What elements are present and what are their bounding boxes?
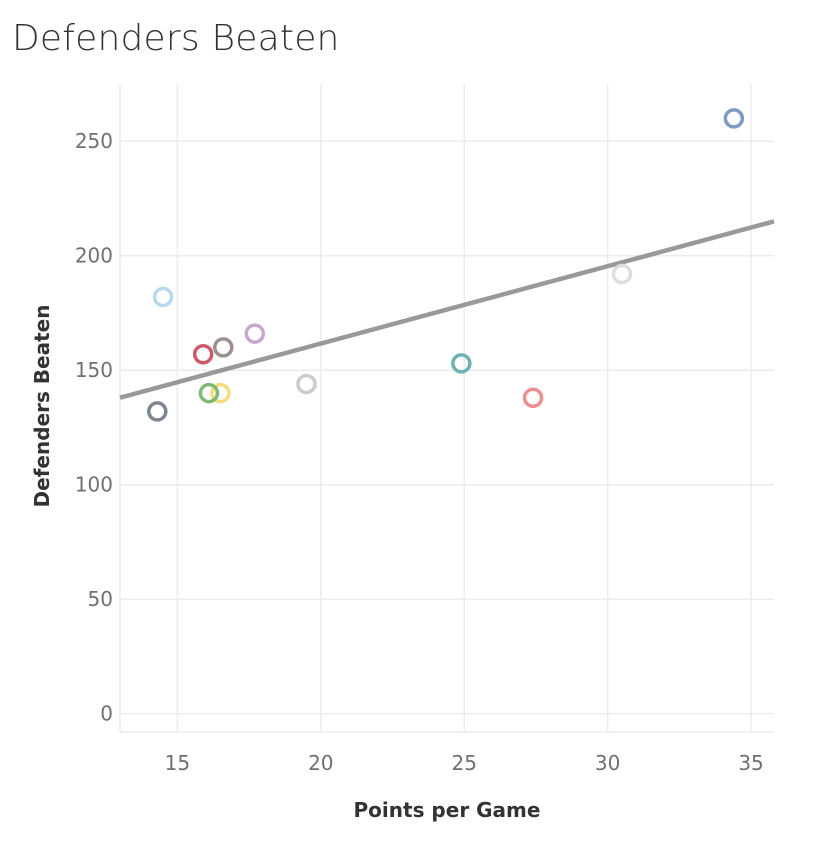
data-point (152, 286, 174, 308)
data-point (611, 263, 633, 285)
chart-title: Defenders Beaten (12, 18, 340, 59)
points-layer (147, 108, 745, 422)
grid-layer (119, 84, 774, 733)
data-point (192, 343, 214, 365)
data-point (244, 323, 266, 344)
x-tick-label: 25 (451, 751, 476, 775)
data-point (213, 337, 234, 358)
data-point (451, 353, 472, 374)
y-tick-label: 0 (100, 702, 113, 726)
y-tick-label: 100 (75, 473, 113, 497)
x-tick-label: 35 (738, 751, 763, 775)
x-tick-label: 20 (308, 751, 333, 775)
y-axis-title: Defenders Beaten (30, 305, 54, 508)
trend-line (119, 219, 775, 400)
x-axis-title: Points per Game (354, 798, 541, 822)
y-axis-ticks: 0 50 100 150 200 250 (75, 129, 113, 725)
data-point (522, 387, 544, 408)
x-tick-label: 15 (165, 751, 190, 775)
trend-layer (119, 219, 775, 400)
data-point (210, 382, 231, 404)
data-point (723, 108, 745, 129)
data-point (147, 401, 168, 422)
data-point (296, 373, 317, 395)
y-tick-label: 250 (75, 129, 113, 153)
data-point (198, 382, 220, 404)
x-axis-ticks: 15 20 25 30 35 (165, 751, 764, 775)
y-tick-label: 50 (88, 587, 113, 611)
x-tick-label: 30 (595, 751, 620, 775)
y-tick-label: 200 (75, 244, 113, 268)
y-tick-label: 150 (75, 358, 113, 382)
